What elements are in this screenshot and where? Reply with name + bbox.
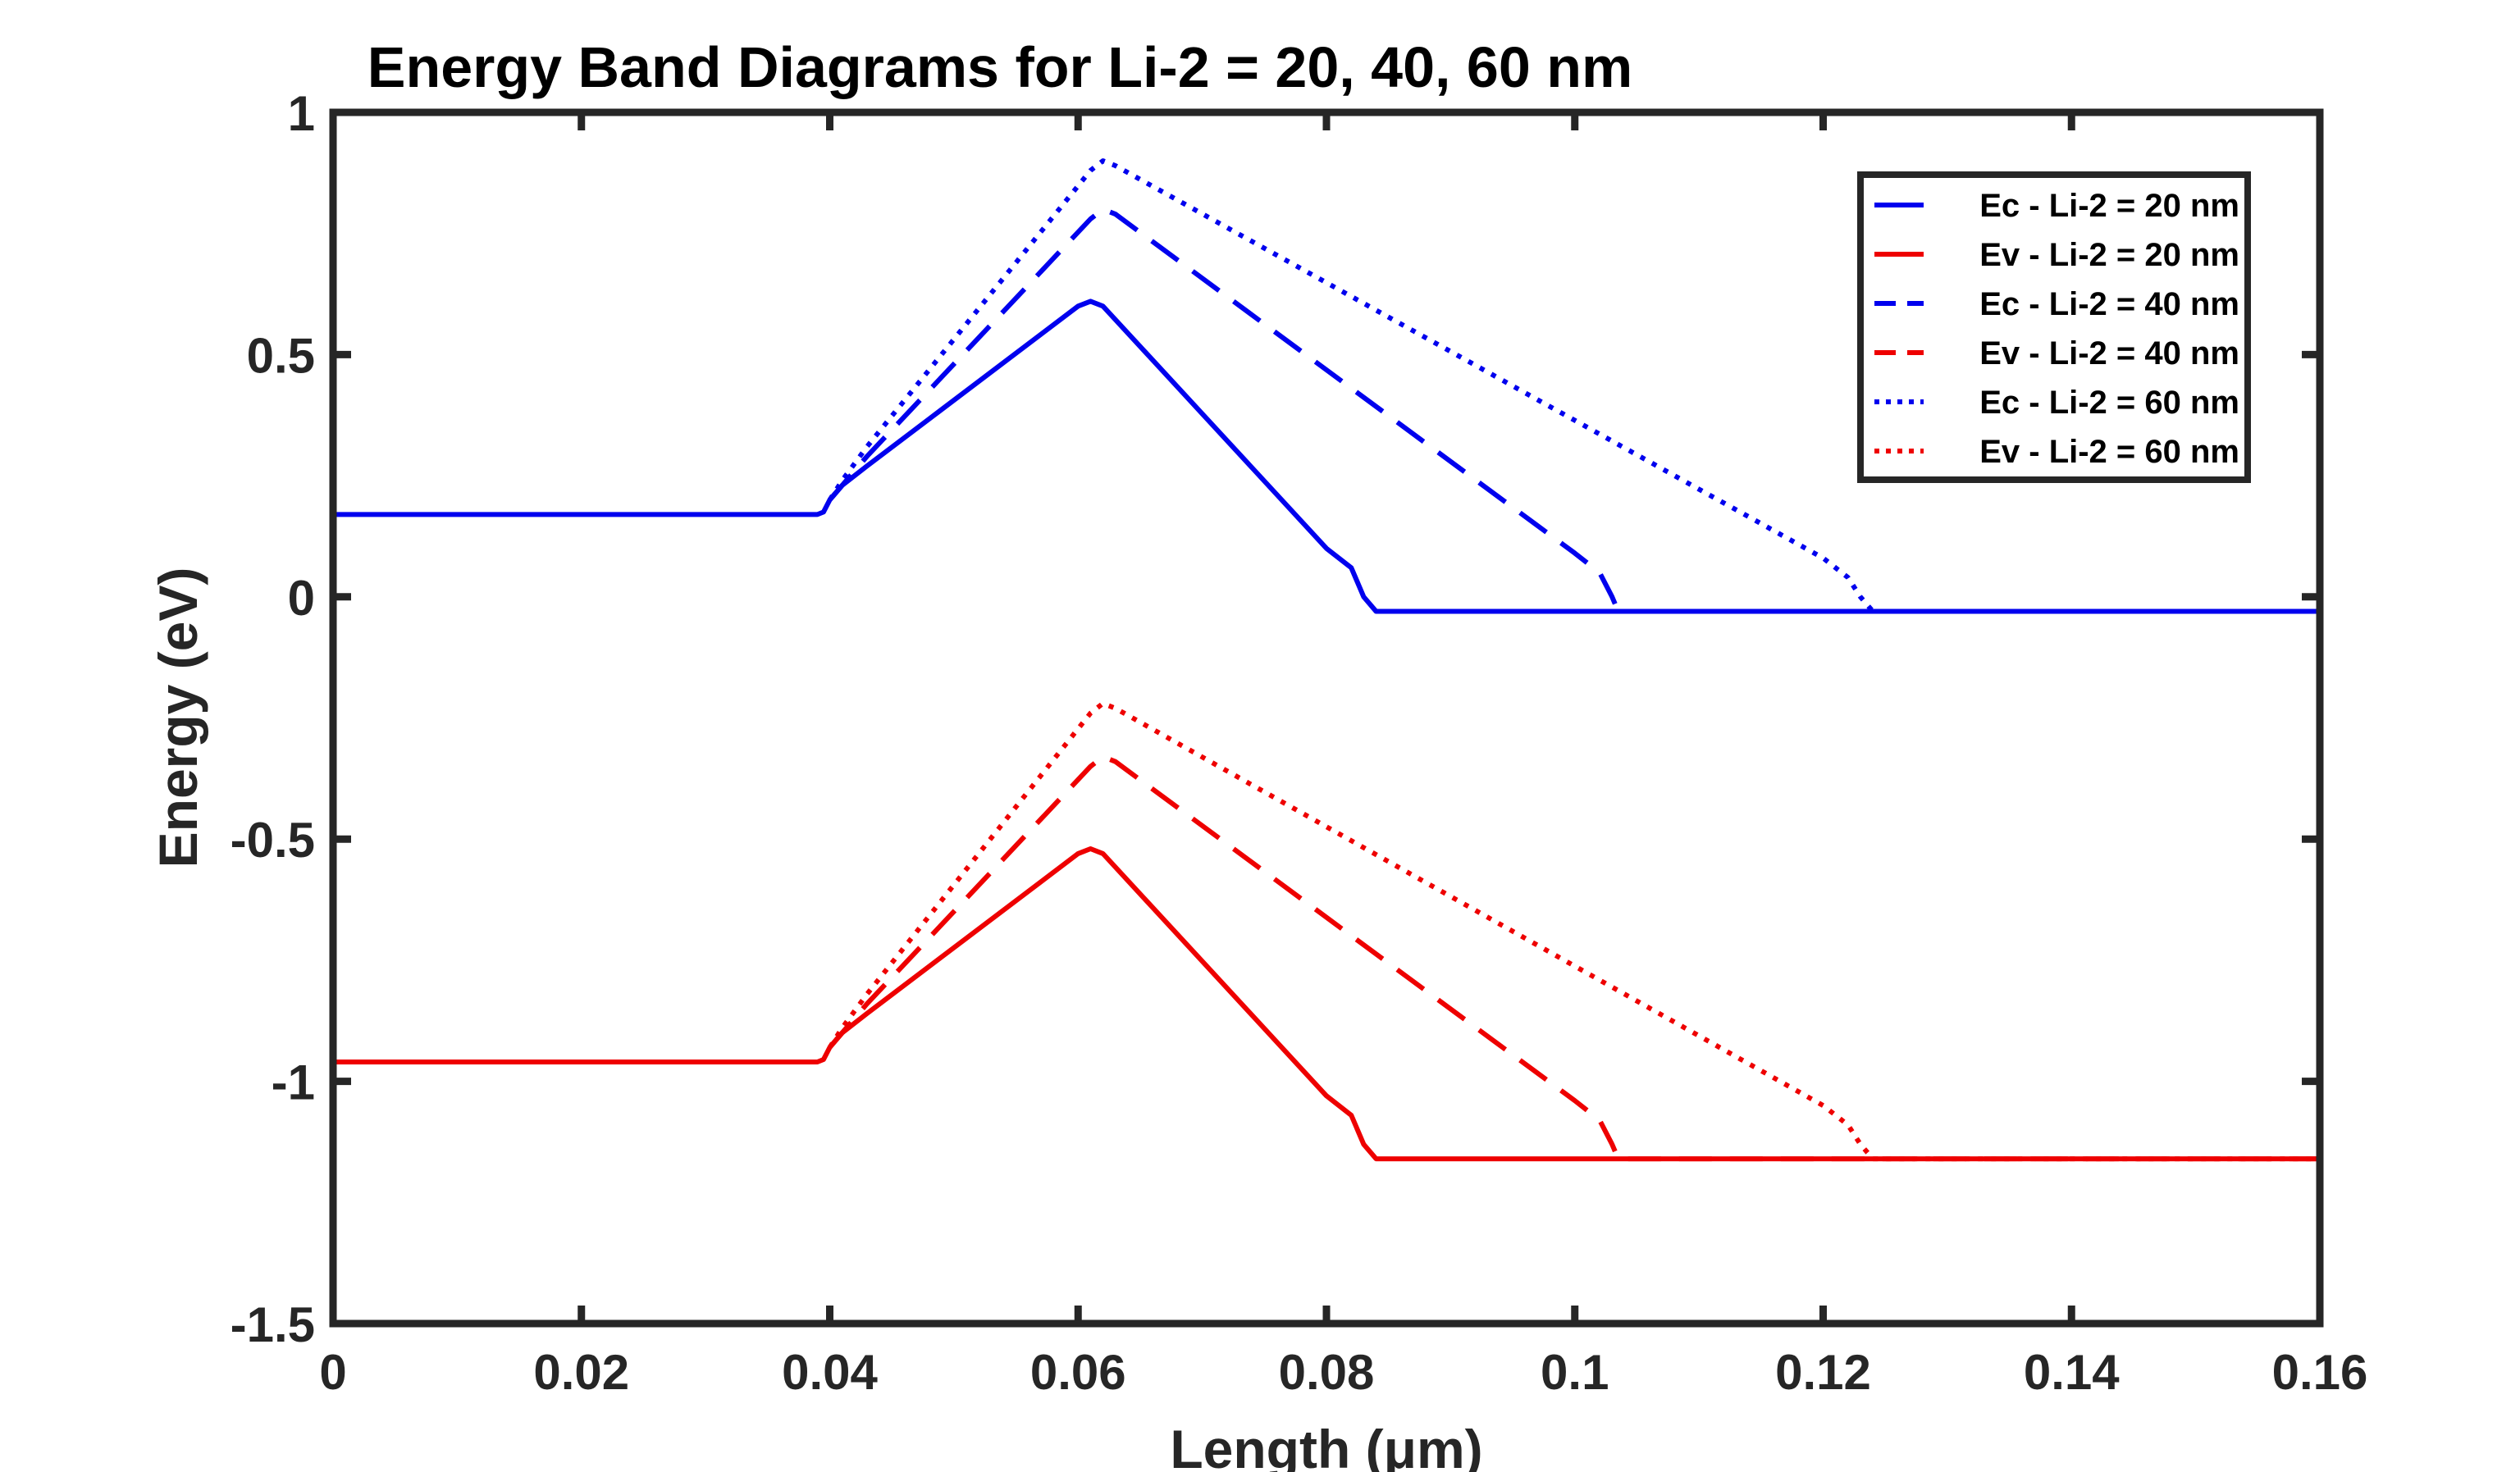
x-tick-label: 0.08: [1279, 1345, 1375, 1400]
legend-label: Ec - Li-2 = 60 nm: [1979, 385, 2239, 421]
legend: Ec - Li-2 = 20 nm Ev - Li-2 = 20 nm Ec - L…: [1857, 171, 2251, 483]
y-tick-label: 0.5: [247, 328, 315, 383]
x-tick-label: 0.12: [1775, 1345, 1871, 1400]
series-line-ec-li-2-60-nm: [827, 158, 2320, 614]
legend-item-ev-li-2-40-nm: Ev - Li-2 = 40 nm: [1874, 335, 2239, 371]
y-axis-ticks: 1 0.5 0 -0.5 -1 -1.5: [231, 86, 2320, 1352]
x-tick-label: 0.14: [2024, 1345, 2120, 1400]
chart-title: Energy Band Diagrams for Li-2 = 20, 40, …: [368, 35, 1633, 99]
legend-label: Ec - Li-2 = 20 nm: [1979, 188, 2239, 224]
x-axis-title: Length (μm): [1170, 1419, 1482, 1472]
legend-label: Ec - Li-2 = 40 nm: [1979, 286, 2239, 322]
plot-lines: [333, 158, 2320, 1162]
legend-box: [1857, 171, 2251, 483]
series-line-ev-li-2-60-nm: [827, 700, 2320, 1162]
legend-item-ec-li-2-60-nm: Ec - Li-2 = 60 nm: [1874, 385, 2239, 421]
x-tick-label: 0.04: [782, 1345, 878, 1400]
series-line-ec-li-2-40-nm: [828, 207, 2320, 614]
legend-item-ec-li-2-40-nm: Ec - Li-2 = 40 nm: [1874, 286, 2239, 322]
y-tick-label: 1: [288, 86, 315, 141]
y-tick-label: -1: [272, 1055, 315, 1110]
x-tick-label: 0.1: [1541, 1345, 1609, 1400]
x-tick-label: 0.06: [1030, 1345, 1126, 1400]
legend-item-ev-li-2-20-nm: Ev - Li-2 = 20 nm: [1874, 237, 2239, 273]
legend-label: Ev - Li-2 = 60 nm: [1979, 434, 2239, 470]
series-line-ev-li-2-20-nm: [333, 846, 2320, 1162]
legend-item-ev-li-2-60-nm: Ev - Li-2 = 60 nm: [1874, 434, 2239, 470]
y-tick-label: 0: [288, 571, 315, 626]
series-line-ec-li-2-20-nm: [333, 299, 2320, 614]
x-axis-ticks: 0 0.02 0.04 0.06 0.08 0.1 0.12 0.14 0.16: [319, 112, 2367, 1400]
legend-label: Ev - Li-2 = 40 nm: [1979, 335, 2239, 371]
x-tick-label: 0.02: [533, 1345, 629, 1400]
series-line-ev-li-2-40-nm: [828, 754, 2320, 1162]
legend-entries: Ec - Li-2 = 20 nm Ev - Li-2 = 20 nm Ec - L…: [1874, 188, 2239, 470]
legend-item-ec-li-2-20-nm: Ec - Li-2 = 20 nm: [1874, 188, 2239, 224]
legend-label: Ev - Li-2 = 20 nm: [1979, 237, 2239, 273]
x-tick-label: 0.16: [2272, 1345, 2368, 1400]
x-tick-label: 0: [319, 1345, 346, 1400]
y-axis-title: Energy (eV): [148, 567, 208, 868]
y-tick-label: -0.5: [231, 813, 315, 868]
y-tick-label: -1.5: [231, 1297, 315, 1352]
